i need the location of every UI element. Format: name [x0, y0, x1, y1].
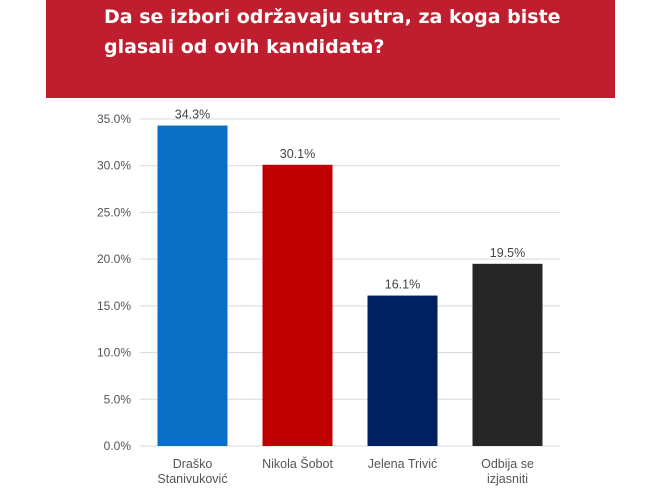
data-labels: 34.3% 30.1% 16.1% 19.5% — [175, 108, 525, 292]
header-banner: Da se izbori održavaju sutra, za koga bi… — [46, 0, 615, 98]
category-labels: Draško Stanivuković Nikola Šobot Jelena Tri… — [157, 456, 534, 486]
data-label: 16.1% — [385, 278, 420, 292]
y-tick-label: 35.0% — [97, 112, 131, 126]
bar — [472, 263, 543, 446]
category-label: Nikola Šobot — [262, 456, 333, 471]
y-tick-label: 10.0% — [97, 346, 131, 360]
title-line-1: Da se izbori održavaju sutra, za koga bi… — [104, 6, 561, 28]
page-title: Da se izbori održavaju sutra, za koga bi… — [104, 2, 644, 62]
y-axis-ticks: 0.0% 5.0% 10.0% 15.0% 20.0% 25.0% 30.0% 35.0% — [97, 112, 131, 453]
y-tick-label: 20.0% — [97, 252, 131, 266]
y-tick-label: 15.0% — [97, 299, 131, 313]
y-tick-label: 0.0% — [104, 439, 132, 453]
bar — [157, 125, 228, 446]
y-tick-label: 5.0% — [104, 392, 132, 406]
bar — [262, 164, 333, 446]
category-label: Odbija se izjasniti — [481, 457, 534, 486]
bar — [367, 295, 438, 446]
bars — [157, 125, 543, 446]
category-label: Draško Stanivuković — [157, 457, 227, 486]
data-label: 19.5% — [490, 246, 525, 260]
title-line-2: glasali od ovih kandidata? — [104, 36, 385, 58]
data-label: 30.1% — [280, 147, 315, 161]
data-label: 34.3% — [175, 108, 210, 122]
y-tick-label: 30.0% — [97, 159, 131, 173]
y-tick-label: 25.0% — [97, 205, 131, 219]
category-label: Jelena Trivić — [368, 457, 437, 471]
